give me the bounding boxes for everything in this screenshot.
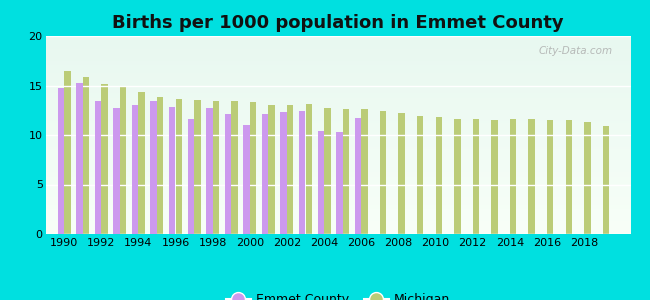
Bar	[150, 101, 157, 234]
Bar	[101, 83, 108, 234]
Bar	[566, 120, 572, 234]
Bar	[95, 101, 101, 234]
Bar	[343, 109, 349, 234]
Title: Births per 1000 population in Emmet County: Births per 1000 population in Emmet Coun…	[112, 14, 564, 32]
Bar	[225, 114, 231, 234]
Bar	[547, 120, 553, 234]
Bar	[510, 119, 516, 234]
Bar	[299, 111, 305, 234]
Bar	[436, 117, 442, 234]
Bar	[454, 119, 461, 234]
Bar	[473, 119, 479, 234]
Bar	[287, 105, 293, 234]
Text: City-Data.com: City-Data.com	[539, 46, 613, 56]
Legend: Emmet County, Michigan: Emmet County, Michigan	[221, 288, 455, 300]
Bar	[398, 113, 405, 234]
Bar	[336, 132, 343, 234]
Bar	[250, 102, 256, 234]
Bar	[280, 112, 287, 234]
Bar	[268, 105, 275, 234]
Bar	[355, 118, 361, 234]
Bar	[194, 100, 201, 234]
Bar	[243, 125, 250, 234]
Bar	[188, 119, 194, 234]
Bar	[417, 116, 423, 234]
Bar	[76, 82, 83, 234]
Bar	[318, 131, 324, 234]
Bar	[361, 109, 368, 234]
Bar	[157, 98, 163, 234]
Bar	[113, 108, 120, 234]
Bar	[132, 105, 138, 234]
Bar	[491, 120, 498, 234]
Bar	[213, 101, 219, 234]
Bar	[528, 119, 535, 234]
Bar	[83, 76, 89, 234]
Bar	[306, 104, 312, 234]
Bar	[584, 122, 591, 234]
Bar	[603, 126, 609, 234]
Bar	[58, 88, 64, 234]
Bar	[324, 108, 331, 234]
Bar	[206, 108, 213, 234]
Bar	[120, 88, 126, 234]
Bar	[64, 71, 71, 234]
Bar	[231, 101, 238, 234]
Bar	[169, 107, 176, 234]
Bar	[262, 114, 268, 234]
Bar	[138, 92, 145, 234]
Bar	[380, 111, 386, 234]
Bar	[176, 99, 182, 234]
